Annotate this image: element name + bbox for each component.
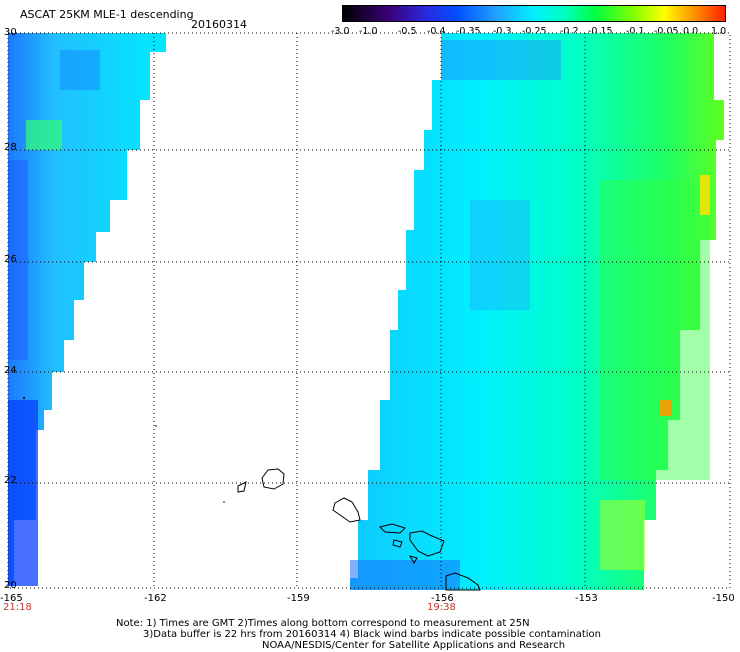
- lat-tick-24: 24: [4, 365, 17, 376]
- lon-tick-159: -159: [287, 593, 310, 604]
- swath-time-left: 21:18: [3, 602, 32, 613]
- right-swath: [350, 33, 724, 590]
- wind-barbs: [23, 397, 225, 503]
- footnote-line-2: 3)Data buffer is 22 hrs from 20160314 4)…: [143, 629, 601, 640]
- lon-tick-153: -153: [575, 593, 598, 604]
- maui-outline: [409, 530, 445, 557]
- molokai-outline: [379, 523, 406, 534]
- oahu-outline: [332, 497, 361, 523]
- niihau-outline: [237, 481, 247, 493]
- graticule: [8, 33, 730, 588]
- hawaii-outline: [445, 572, 481, 591]
- lon-tick-150: -150: [712, 593, 735, 604]
- left-swath: [8, 33, 166, 586]
- barb-mark: [223, 501, 225, 503]
- lanai-outline: [392, 539, 403, 548]
- kauai-outline: [261, 468, 285, 490]
- colorbar-label-6: -0.25: [522, 26, 547, 37]
- lat-tick-26: 26: [4, 254, 17, 265]
- lon-tick-162: -162: [144, 593, 167, 604]
- colorbar-label-4: -0.35: [456, 26, 481, 37]
- colorbar-label-8: -0.15: [588, 26, 613, 37]
- lat-tick-20: 20: [4, 580, 17, 591]
- footnote-line-1: Note: 1) Times are GMT 2)Times along bot…: [116, 618, 530, 629]
- colorbar-label-0: -3.0: [331, 26, 350, 37]
- colorbar-label-7: -0.2: [560, 26, 579, 37]
- coastlines: [237, 468, 481, 591]
- colorbar-label-9: -0.1: [626, 26, 645, 37]
- map-title: ASCAT 25KM MLE-1 descending: [20, 8, 194, 21]
- colorbar-gradient: [343, 6, 725, 21]
- colorbar-label-3: -0.4: [427, 26, 446, 37]
- colorbar: [342, 5, 726, 22]
- colorbar-label-11: 0.0: [683, 26, 699, 37]
- footnote-line-3: NOAA/NESDIS/Center for Satellite Applica…: [262, 640, 566, 651]
- lat-tick-30: 30: [4, 27, 17, 38]
- barb-mark: [155, 425, 157, 427]
- kahoolawe-outline: [408, 555, 418, 564]
- colorbar-label-1: -1.0: [359, 26, 378, 37]
- colorbar-label-5: -0.3: [493, 26, 512, 37]
- colorbar-label-12: 1.0: [711, 26, 727, 37]
- swath-time-right: 19:38: [427, 602, 456, 613]
- lon-tick-156: -156: [431, 593, 454, 604]
- barb-mark: [23, 397, 25, 399]
- lon-tick-165: -165: [0, 593, 23, 604]
- colorbar-label-10: -0.05: [654, 26, 679, 37]
- lat-tick-28: 28: [4, 142, 17, 153]
- map-frame: [7, 32, 731, 589]
- map-date: 20160314: [191, 18, 247, 31]
- lat-tick-22: 22: [4, 475, 17, 486]
- colorbar-label-2: -0.5: [398, 26, 417, 37]
